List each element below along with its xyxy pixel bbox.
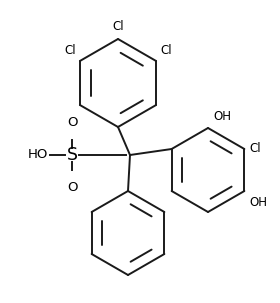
Text: Cl: Cl: [112, 20, 124, 33]
Text: Cl: Cl: [160, 44, 172, 57]
Text: O: O: [67, 116, 77, 129]
Text: OH: OH: [249, 196, 267, 209]
Text: HO: HO: [28, 148, 48, 161]
Text: OH: OH: [213, 110, 231, 123]
Text: Cl: Cl: [64, 44, 76, 57]
Text: O: O: [67, 181, 77, 194]
Text: Cl: Cl: [249, 142, 261, 155]
Text: S: S: [67, 146, 78, 164]
